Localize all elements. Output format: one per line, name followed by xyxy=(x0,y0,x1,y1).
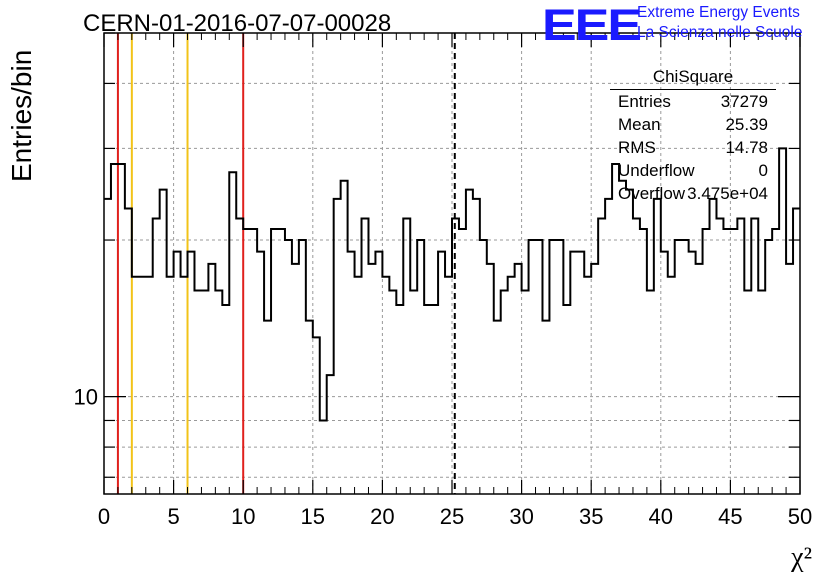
stats-key: RMS xyxy=(618,138,656,157)
y-tick-labels: 10 xyxy=(74,385,98,410)
stats-title: ChiSquare xyxy=(610,67,776,90)
y-tick-label: 10 xyxy=(74,385,98,410)
stats-key: Mean xyxy=(618,115,661,134)
x-tick-label: 5 xyxy=(167,504,179,529)
x-tick-label: 30 xyxy=(509,504,533,529)
x-tick-label: 25 xyxy=(440,504,464,529)
x-tick-label: 45 xyxy=(718,504,742,529)
stats-row-entries: Entries 37279 xyxy=(610,90,776,113)
logo-line-1: Extreme Energy Events xyxy=(637,4,800,21)
x-tick-label: 35 xyxy=(579,504,603,529)
stats-value: 3.475e+04 xyxy=(687,184,768,203)
stats-key: Entries xyxy=(618,92,671,111)
stats-value: 0 xyxy=(758,161,768,180)
stats-box: ChiSquare Entries 37279 Mean 25.39 RMS 1… xyxy=(610,67,776,205)
stats-value: 14.78 xyxy=(725,138,768,157)
histogram-steps xyxy=(104,147,800,422)
histogram-series xyxy=(104,147,800,422)
stats-row-rms: RMS 14.78 xyxy=(610,136,776,159)
x-axis-label: χ² xyxy=(790,542,812,572)
x-tick-label: 0 xyxy=(98,504,110,529)
x-tick-label: 15 xyxy=(301,504,325,529)
y-axis-label: Entries/bin xyxy=(6,49,37,182)
stats-value: 37279 xyxy=(720,92,768,111)
stats-value: 25.39 xyxy=(725,115,768,134)
stats-key: Overflow xyxy=(618,184,686,203)
x-tick-label: 40 xyxy=(649,504,673,529)
x-tick-label: 10 xyxy=(231,504,255,529)
stats-row-mean: Mean 25.39 xyxy=(610,113,776,136)
x-tick-labels: 0 5 10 15 20 25 30 35 40 45 50 xyxy=(98,504,812,529)
eee-logo: EEE xyxy=(542,0,642,51)
x-tick-label: 50 xyxy=(788,504,812,529)
stats-row-underflow: Underflow 0 xyxy=(610,159,776,182)
chart-title: CERN-01-2016-07-07-00028 xyxy=(83,10,392,37)
logo-line-2: La Scienza nelle Scuole xyxy=(637,24,803,41)
stats-row-overflow: Overflow 3.475e+04 xyxy=(610,182,776,205)
axis-ticks xyxy=(103,32,801,494)
x-tick-label: 20 xyxy=(370,504,394,529)
stats-key: Underflow xyxy=(618,161,695,180)
